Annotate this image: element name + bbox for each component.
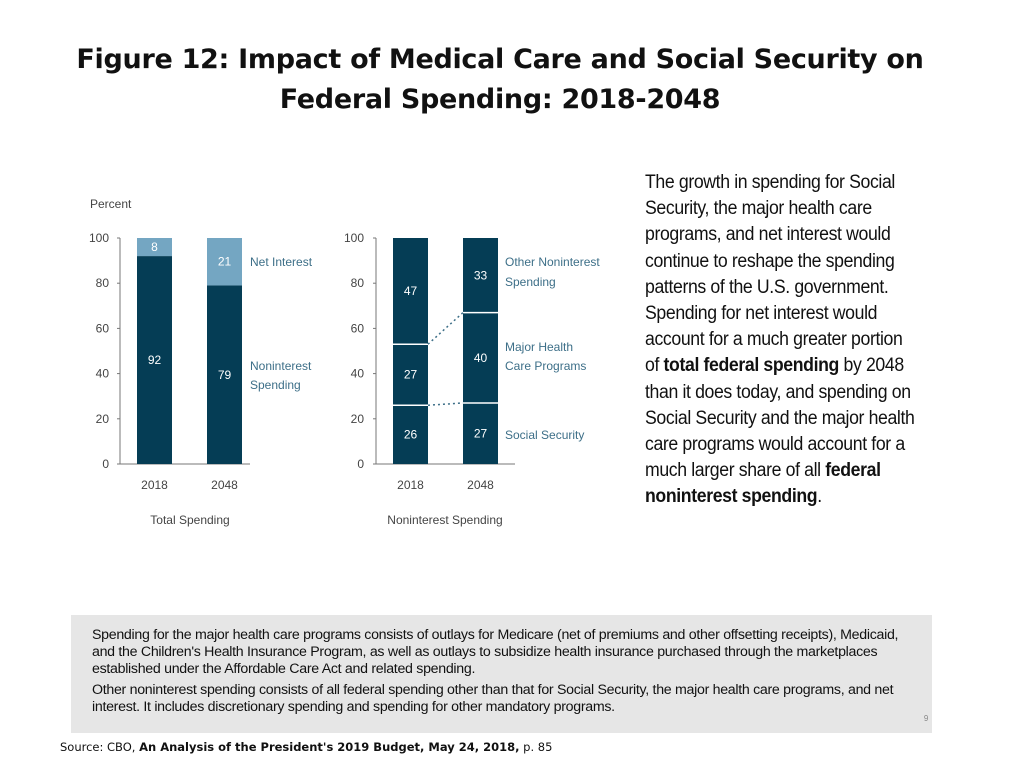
sidebar-emphasis-total-spending: total federal spending [663, 355, 840, 377]
y-tick-label: 60 [96, 321, 110, 335]
legend-other-noninterest-line2: Spending [505, 275, 556, 289]
legend-noninterest-line2: Spending [250, 378, 301, 392]
dotted-connector [427, 312, 464, 345]
bar-social-security [393, 405, 428, 464]
y-tick-label: 20 [96, 412, 110, 426]
source-prefix: Source: CBO, [60, 740, 140, 754]
y-tick-label: 80 [96, 276, 110, 290]
legend-other-noninterest-line1: Other Noninterest [505, 255, 600, 269]
bar-major-health-care [463, 312, 498, 403]
note-other-noninterest: Other noninterest spending consists of a… [92, 682, 894, 715]
sidebar-text: The growth in spending for Social Securi… [645, 170, 915, 511]
figure-title-line2: Federal Spending: 2018-2048 [279, 84, 721, 115]
y-tick-label: 20 [351, 412, 365, 426]
bar-value-label: 33 [474, 268, 488, 282]
legend-noninterest-line1: Noninterest [250, 359, 312, 373]
bar-value-label: 26 [404, 428, 418, 442]
page-number: 9 [923, 714, 928, 723]
bar-value-label: 8 [151, 240, 158, 254]
figure-title-line1: Figure 12: Impact of Medical Care and So… [76, 44, 924, 75]
sidebar-emphasis-noninterest: federal noninterest spending [645, 460, 881, 508]
y-tick-label: 80 [351, 276, 365, 290]
bar-net-interest [207, 238, 242, 286]
bar-value-label: 92 [148, 353, 162, 367]
y-tick-label: 0 [357, 457, 364, 471]
legend-social-security: Social Security [505, 428, 584, 442]
legend-major-health-line2: Care Programs [505, 359, 586, 373]
source-citation: Source: CBO, An Analysis of the Presiden… [60, 740, 552, 754]
sidebar-text-part1: The growth in spending for Social Securi… [645, 172, 903, 377]
y-tick-label: 40 [351, 367, 365, 381]
bar-net-interest [137, 238, 172, 257]
bar-noninterest-spending [137, 256, 172, 464]
sidebar-text-part2: by 2048 than it does today, and spending… [645, 355, 915, 482]
x-tick-label: 2018 [397, 478, 424, 492]
bar-value-label: 21 [218, 255, 232, 269]
source-title: An Analysis of the President's 2019 Budg… [139, 740, 520, 754]
y-axis-title: Percent [90, 197, 132, 211]
y-tick-label: 100 [344, 231, 364, 245]
bar-social-security [463, 402, 498, 464]
chart-title: Noninterest Spending [387, 513, 502, 527]
figure-title: Figure 12: Impact of Medical Care and So… [60, 40, 940, 120]
y-tick-label: 40 [96, 367, 110, 381]
source-suffix: p. 85 [519, 740, 553, 754]
dotted-connector [427, 402, 464, 406]
x-tick-label: 2048 [467, 478, 494, 492]
bar-value-label: 47 [404, 284, 418, 298]
y-tick-label: 60 [351, 321, 365, 335]
sidebar-text-part3: . [817, 486, 822, 508]
x-tick-label: 2018 [141, 478, 168, 492]
bar-value-label: 40 [474, 351, 488, 365]
y-tick-label: 0 [102, 457, 109, 471]
note-health-programs: Spending for the major health care progr… [92, 627, 899, 677]
bar-other-noninterest [463, 238, 498, 313]
bar-value-label: 27 [474, 426, 488, 440]
bar-other-noninterest [393, 238, 428, 345]
x-tick-label: 2048 [211, 478, 238, 492]
bar-value-label: 27 [404, 368, 418, 382]
legend-net-interest: Net Interest [250, 255, 313, 269]
bar-value-label: 79 [218, 368, 232, 382]
bar-major-health-care [393, 344, 428, 406]
notes-box: Spending for the major health care progr… [71, 615, 932, 733]
y-tick-label: 100 [89, 231, 109, 245]
bar-noninterest-spending [207, 285, 242, 464]
legend-major-health-line1: Major Health [505, 340, 573, 354]
chart-title: Total Spending [150, 513, 229, 527]
